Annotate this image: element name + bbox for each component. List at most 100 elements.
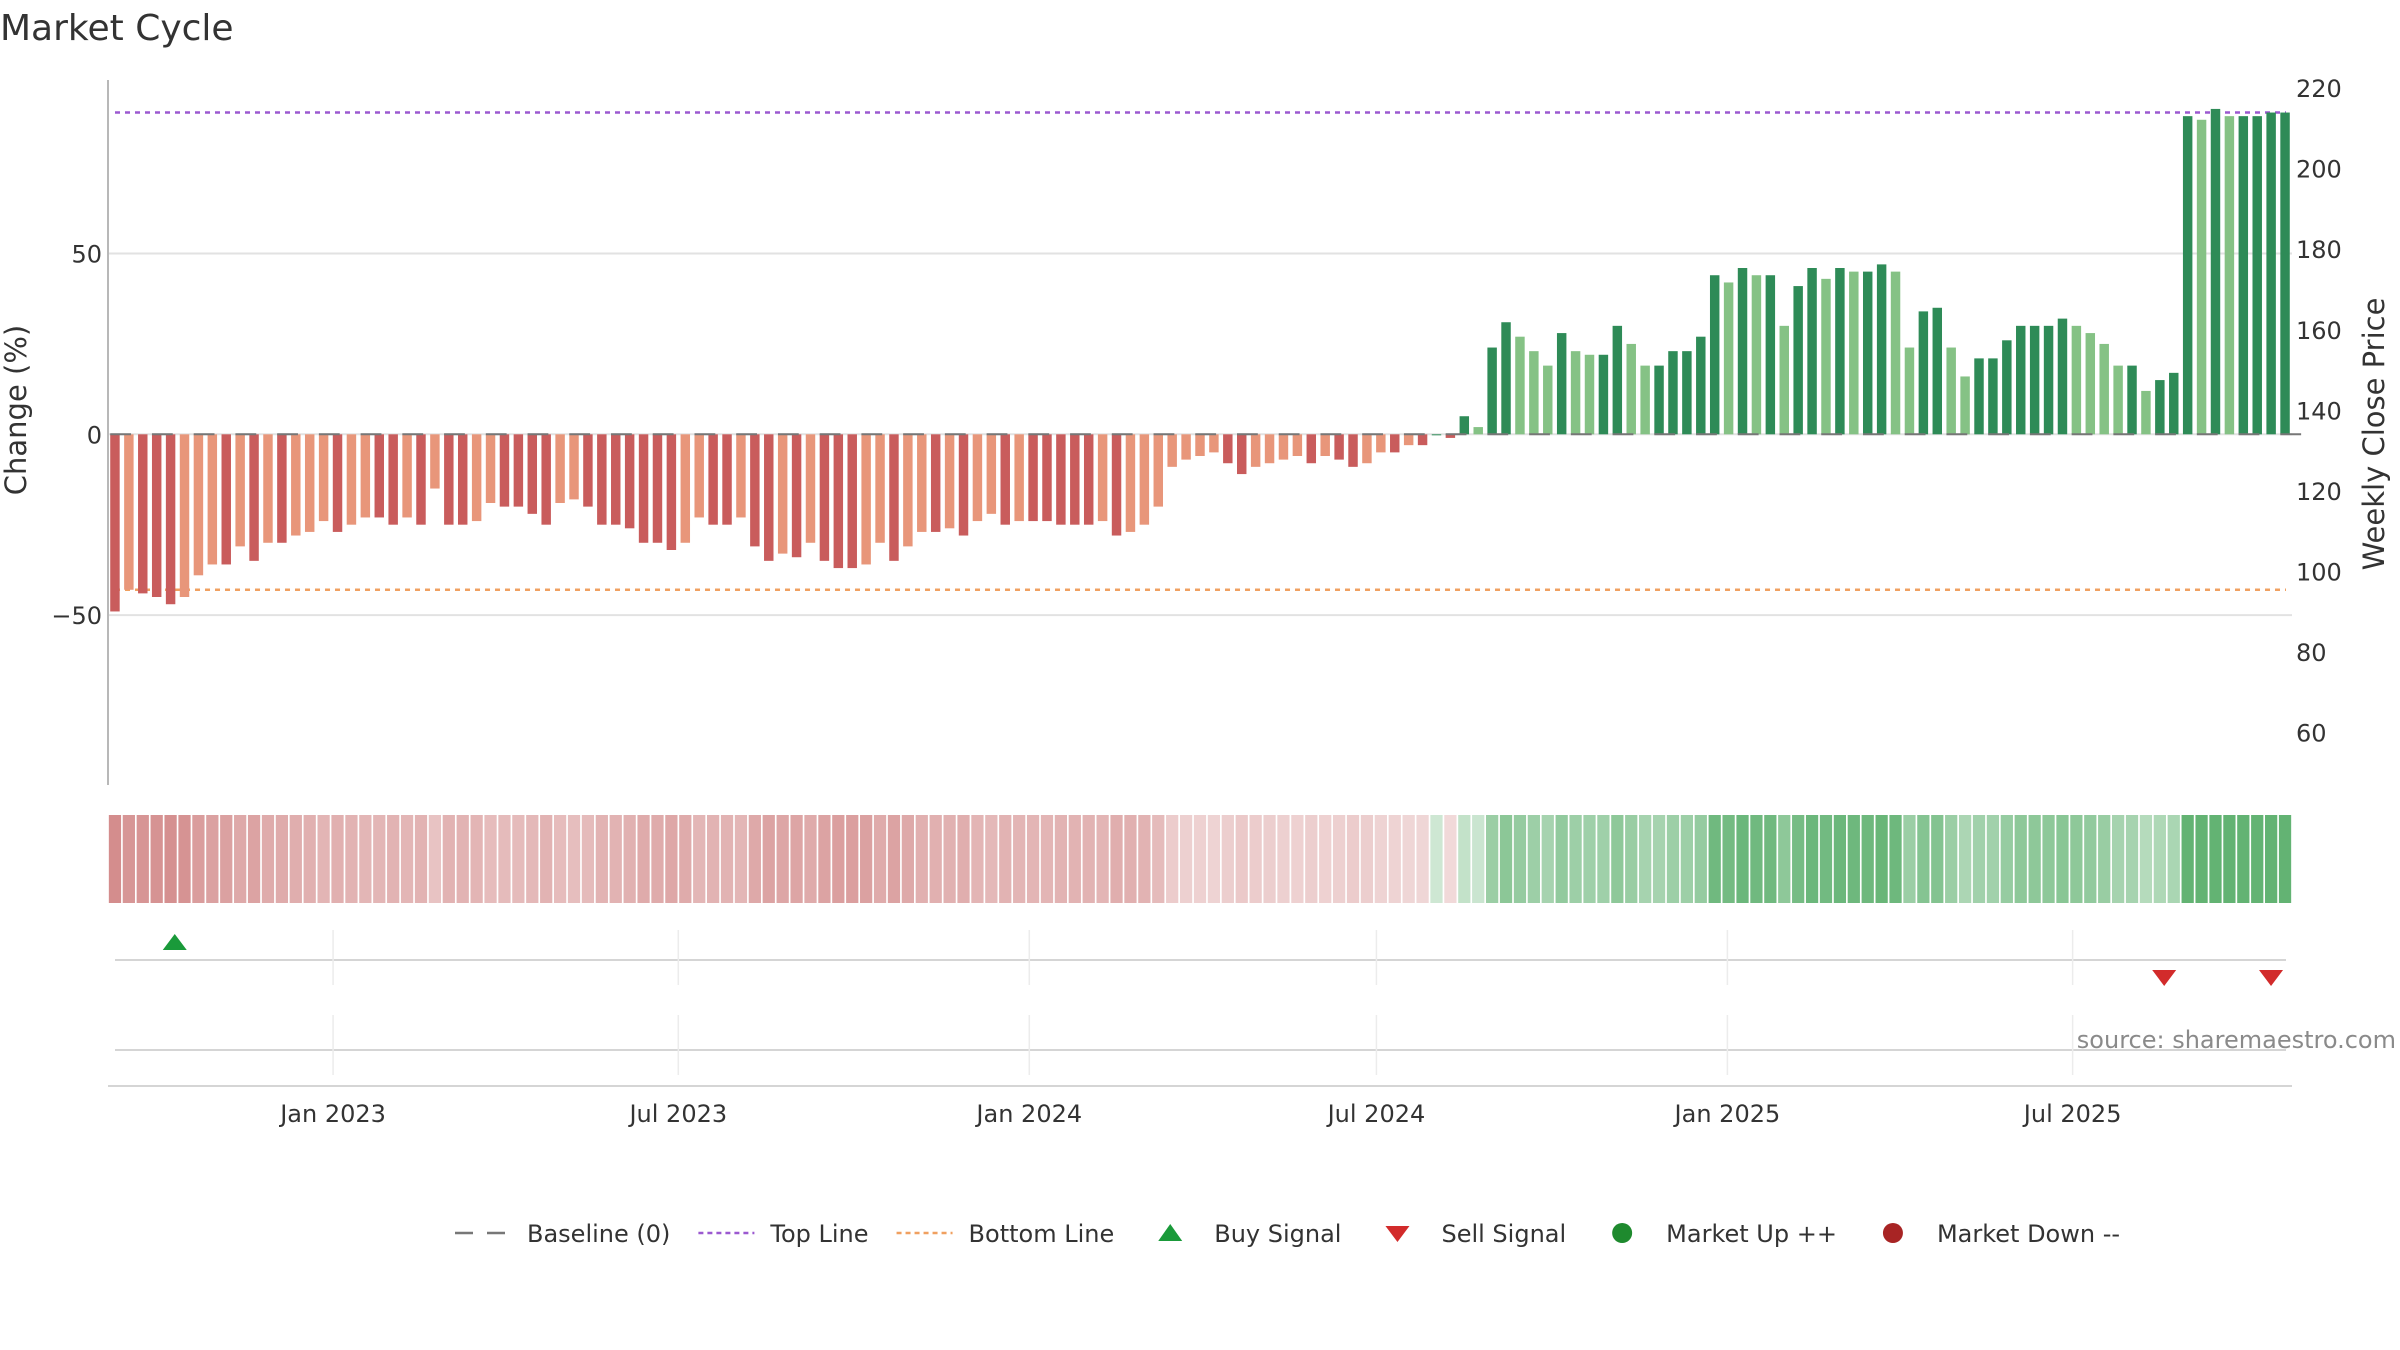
bar: [1070, 434, 1080, 525]
bar: [499, 434, 510, 507]
strip-cell: [1291, 815, 1304, 903]
bar: [277, 434, 287, 543]
bar: [165, 434, 176, 605]
strip-cell: [387, 815, 400, 903]
bar: [680, 434, 691, 543]
strip-cell: [1472, 815, 1485, 903]
strip-cell: [734, 815, 748, 903]
bar: [1473, 427, 1483, 435]
strip-cell: [1207, 815, 1221, 903]
bar: [1083, 434, 1094, 525]
y-ticks: 50 0 −50: [51, 241, 102, 631]
strip-cell: [345, 815, 358, 903]
bar: [444, 434, 454, 525]
bar: [722, 434, 732, 525]
strip-cell: [484, 815, 497, 903]
bar: [2238, 116, 2249, 435]
buy-signal-marker: [162, 934, 187, 950]
strip-cell: [1750, 815, 1763, 903]
bar: [930, 434, 941, 532]
bar: [2224, 116, 2235, 435]
bar: [1167, 434, 1177, 467]
strip-cell: [762, 815, 775, 903]
legend-label: Market Down --: [1937, 1220, 2120, 1248]
bar: [1139, 434, 1150, 525]
y2-tick-label: 80: [2296, 639, 2327, 667]
strip-cell: [2139, 815, 2153, 903]
strip-cell: [1166, 815, 1179, 903]
bar: [2057, 318, 2068, 435]
bar: [124, 434, 134, 590]
strip-cell: [1040, 815, 1054, 903]
strip-cell: [1611, 815, 1624, 903]
strip-cell: [303, 815, 316, 903]
strip-cell: [1346, 815, 1360, 903]
bar: [1946, 347, 1956, 435]
bar: [388, 434, 398, 525]
y-tick-label: 0: [87, 421, 102, 449]
bar: [972, 434, 983, 522]
sell-signal-marker: [2259, 970, 2284, 986]
bar: [110, 434, 120, 612]
strip-cell: [595, 815, 608, 903]
strip-cell: [1138, 815, 1151, 903]
bar: [666, 434, 677, 550]
legend-swatch: [1612, 1223, 1633, 1243]
strip-cell: [1792, 815, 1805, 903]
strip-cell: [1068, 815, 1081, 903]
bar: [2002, 340, 2012, 435]
strip-cell: [748, 815, 761, 903]
bar: [416, 434, 426, 525]
strip-cell: [720, 815, 734, 903]
legend-item: Bottom Line: [896, 1220, 1115, 1248]
bar: [791, 434, 802, 558]
bar: [1515, 336, 1525, 435]
strip-cell: [1708, 815, 1721, 903]
bar: [1445, 434, 1456, 438]
strip-cell: [915, 815, 928, 903]
strip-cell: [1639, 815, 1652, 903]
bar: [750, 434, 760, 547]
y2-tick-label: 160: [2296, 317, 2342, 345]
strip-cell: [2167, 815, 2180, 903]
strip-cell: [1722, 815, 1735, 903]
bar: [597, 434, 607, 525]
bar: [2071, 325, 2082, 435]
strip-cell: [1819, 815, 1833, 903]
bar: [1835, 268, 1845, 435]
strip-cell: [1945, 815, 1958, 903]
bar: [1195, 434, 1205, 456]
strip-cell: [1277, 815, 1290, 903]
strip-cell: [623, 815, 636, 903]
x-tick-label: Jul 2023: [627, 1100, 727, 1128]
strip-cell: [2084, 815, 2097, 903]
bar: [583, 434, 593, 507]
bar: [485, 434, 496, 503]
strip-cell: [178, 815, 191, 903]
strip-cell: [693, 815, 706, 903]
bar: [2016, 325, 2026, 435]
strip-cell: [1541, 815, 1554, 903]
legend-swatch: [1882, 1223, 1903, 1243]
strip-cell: [2125, 815, 2139, 903]
bar: [638, 434, 649, 543]
strip-cell: [1124, 815, 1137, 903]
legend-label: Bottom Line: [969, 1220, 1115, 1248]
legend-item: Top Line: [698, 1220, 869, 1248]
strip-cell: [2251, 815, 2264, 903]
bar: [875, 434, 885, 543]
bar: [1181, 434, 1191, 460]
y-tick-label: −50: [51, 602, 102, 630]
bar: [708, 434, 718, 525]
strip-cell: [1193, 815, 1207, 903]
bar: [1292, 434, 1303, 456]
bar: [513, 434, 524, 507]
bar: [1849, 271, 1859, 435]
strip-cell: [1597, 815, 1610, 903]
bar: [2113, 365, 2123, 435]
strip-cell: [1416, 815, 1429, 903]
bar: [889, 434, 899, 561]
strip-cell: [1179, 815, 1193, 903]
legend-label: Top Line: [769, 1220, 868, 1248]
